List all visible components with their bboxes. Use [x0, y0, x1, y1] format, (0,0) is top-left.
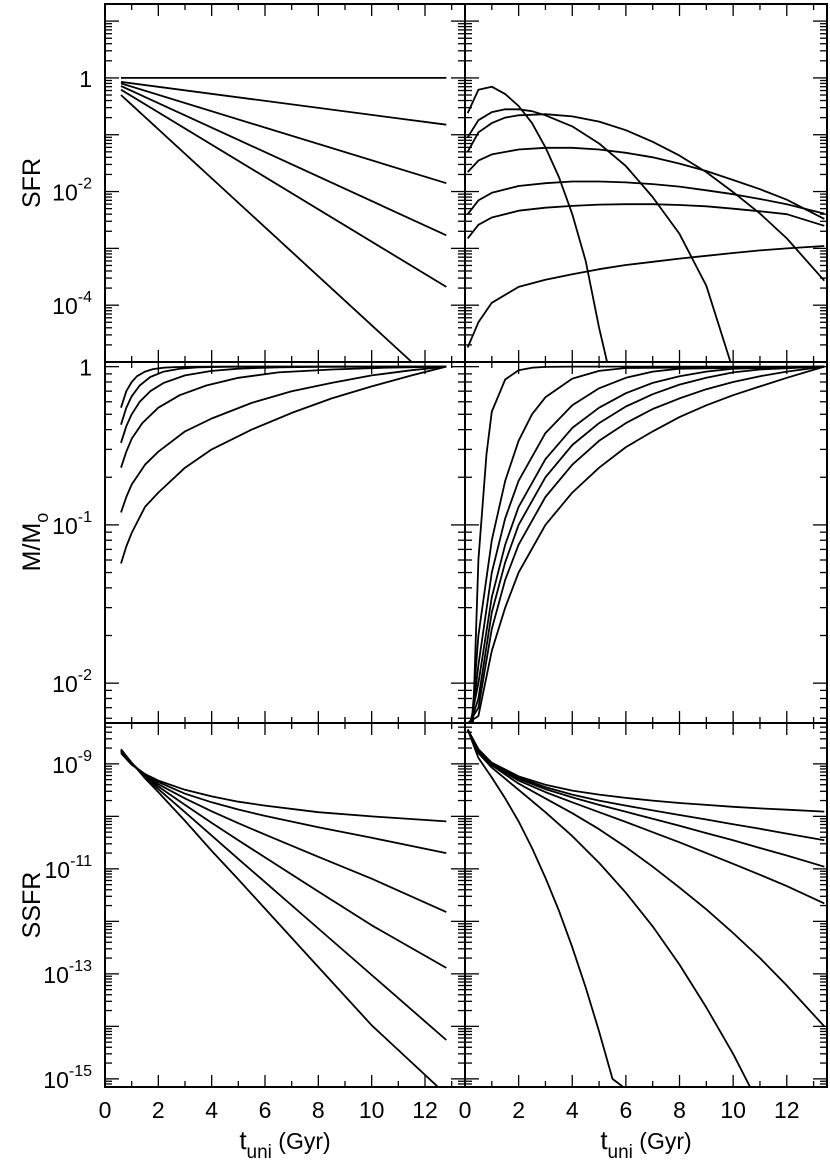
- y-tick-label-r2-2: 10-11: [44, 853, 92, 883]
- series-line-r2-c1-4: [466, 729, 825, 905]
- panel-frame-r2-c1: [464, 722, 828, 1088]
- x-tick-label-c1-3: 6: [619, 1097, 632, 1123]
- series-line-r0-c1-4: [467, 146, 825, 220]
- y-tick-label-r0-2: 1: [79, 66, 92, 92]
- x-tick-label-c0-2: 4: [205, 1097, 218, 1123]
- series-line-r0-c0-6: [120, 94, 413, 362]
- y-tick-label-r1-1: 10-1: [52, 509, 92, 539]
- series-line-r2-c1-1: [466, 729, 825, 813]
- x-tick-label-c0-4: 8: [312, 1097, 325, 1123]
- series-line-r1-c0-3: [120, 365, 447, 444]
- x-tick-label-c0-0: 0: [99, 1097, 112, 1123]
- panel-r0-c0: [120, 77, 447, 362]
- panels-layer: [120, 77, 825, 1087]
- series-line-r1-c1-2: [470, 365, 825, 723]
- y-tick-label-r2-3: 10-9: [52, 748, 92, 778]
- x-tick-label-c0-5: 10: [359, 1097, 385, 1123]
- series-line-r2-c1-5: [466, 729, 825, 1028]
- series-line-r2-c1-6: [466, 729, 774, 1087]
- series-line-r0-c1-1: [466, 85, 608, 362]
- series-line-r1-c1-1: [472, 365, 825, 723]
- ticks-r0-c1: [464, 3, 827, 363]
- x-tick-label-c0-6: 12: [412, 1097, 438, 1123]
- panel-frame-r2-c0: [104, 722, 466, 1088]
- frames-layer: [104, 3, 828, 1088]
- x-tick-label-c1-4: 8: [673, 1097, 686, 1123]
- series-line-r1-c1-6: [468, 365, 825, 723]
- series-line-r1-c1-4: [469, 365, 825, 723]
- series-line-r0-c0-3: [120, 82, 447, 185]
- ticks-r0-c0: [104, 3, 465, 363]
- y-tick-label-r0-0: 10-4: [52, 289, 92, 319]
- x-axis-title-c1: tuni (Gyr): [600, 1125, 691, 1163]
- series-line-r1-c1-3: [470, 365, 825, 723]
- series-line-r0-c1-7: [466, 245, 825, 348]
- series-line-r2-c0-3: [120, 750, 447, 913]
- x-tick-label-c0-1: 2: [152, 1097, 165, 1123]
- x-tick-label-c1-0: 0: [459, 1097, 472, 1123]
- x-tick-label-c1-2: 4: [566, 1097, 579, 1123]
- panel-r1-c1: [467, 365, 825, 723]
- series-line-r0-c1-2: [466, 108, 732, 362]
- y-tick-label-r0-1: 10-2: [52, 176, 92, 206]
- series-line-r1-c0-4: [120, 365, 447, 468]
- series-line-r0-c0-5: [120, 88, 447, 288]
- y-tick-label-r2-1: 10-13: [43, 958, 92, 988]
- panel-r1-c0: [120, 365, 447, 564]
- series-line-r0-c0-2: [120, 81, 447, 126]
- x-tick-label-c1-1: 2: [512, 1097, 525, 1123]
- series-line-r2-c1-7: [466, 729, 624, 1087]
- panel-r0-c1: [466, 85, 825, 362]
- y-axis-title-r2: SSFR: [18, 872, 46, 939]
- series-line-r1-c1-5: [469, 365, 825, 723]
- y-axis-title-r0: SFR: [18, 158, 46, 208]
- series-line-r2-c0-6: [120, 748, 440, 1087]
- series-line-r0-c1-5: [466, 180, 825, 215]
- y-tick-label-r2-0: 10-15: [43, 1063, 92, 1093]
- x-axis-title-c0: tuni (Gyr): [239, 1125, 330, 1163]
- x-tick-label-c1-6: 12: [774, 1097, 800, 1123]
- y-axis-title-r1: M/Mo: [18, 513, 52, 572]
- panel-r2-c0: [120, 748, 447, 1087]
- series-line-r1-c0-5: [120, 365, 447, 513]
- series-line-r2-c1-3: [466, 729, 825, 868]
- y-tick-label-r1-0: 10-2: [52, 667, 92, 697]
- x-tick-label-c0-3: 6: [259, 1097, 272, 1123]
- x-tick-label-c1-5: 10: [720, 1097, 746, 1123]
- y-tick-label-r1-2: 1: [79, 355, 92, 381]
- series-line-r0-c1-3: [466, 113, 825, 282]
- series-line-r0-c1-6: [466, 203, 825, 239]
- series-line-r1-c0-6: [120, 365, 447, 564]
- series-line-r2-c0-2: [120, 751, 447, 854]
- series-line-r1-c1-7: [467, 365, 825, 723]
- panel-r2-c1: [466, 729, 825, 1087]
- series-line-r2-c0-4: [120, 749, 447, 969]
- series-line-r0-c0-4: [120, 85, 447, 237]
- panel-frame-r0-c0: [104, 3, 466, 363]
- ticks-r2-c0: [104, 723, 465, 1087]
